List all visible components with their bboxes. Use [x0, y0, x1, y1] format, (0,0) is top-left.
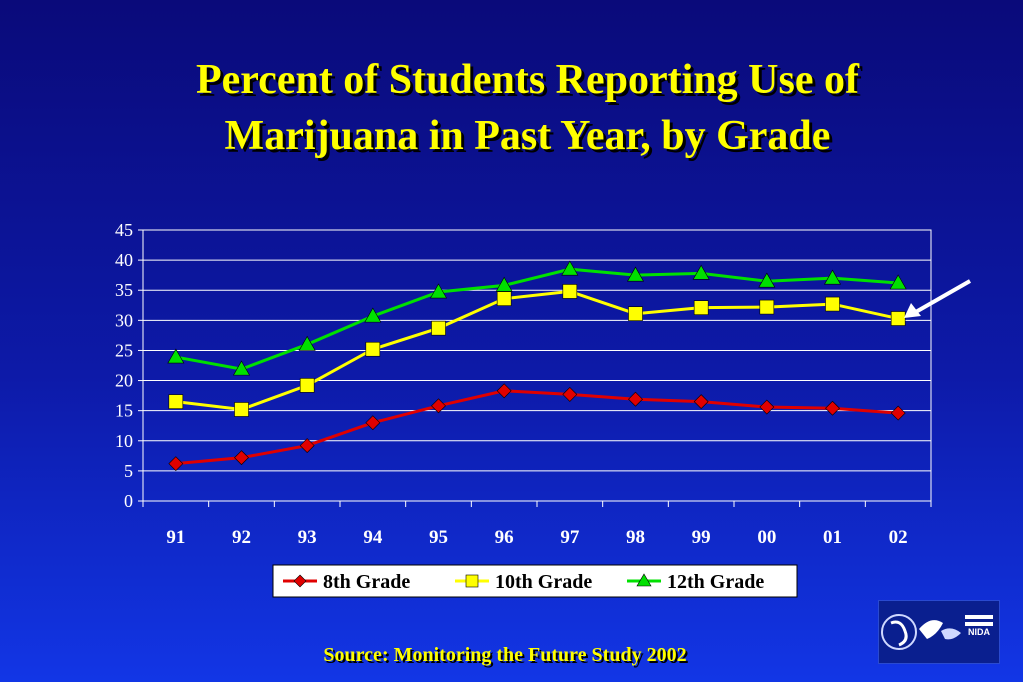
legend-marker: [465, 574, 479, 588]
data-point-8th-grade: [759, 399, 775, 415]
plot-area: [142, 229, 932, 502]
data-point-10th-grade: [759, 299, 775, 315]
y-axis: 0 5 10 15 20 25 30 35 40 45: [115, 220, 143, 511]
source-note: Source: Monitoring the Future Study 2002: [323, 644, 687, 666]
series-10th-grade: [168, 284, 906, 417]
x-tick-label: 98: [626, 527, 645, 548]
x-tick-label: 91: [166, 527, 185, 548]
x-tick-label: 99: [692, 527, 711, 548]
data-point-10th-grade: [168, 394, 184, 409]
legend-marker: [636, 573, 652, 587]
x-tick-label: 93: [298, 527, 317, 548]
data-point-12th-grade: [495, 276, 513, 292]
data-point-8th-grade: [168, 456, 184, 472]
data-point-12th-grade: [364, 307, 382, 323]
x-tick-label: 96: [495, 527, 514, 548]
data-point-10th-grade: [562, 284, 578, 299]
title-line-2: Marijuana in Past Year, by Grade: [224, 113, 831, 159]
legend-marker: [293, 574, 307, 588]
data-point-12th-grade: [429, 283, 448, 299]
data-point-10th-grade: [496, 291, 512, 306]
agency-logo-icon: NIDA: [878, 600, 1000, 664]
series-line-10th-grade: [175, 289, 899, 411]
legend-item-12th-grade: 12th Grade: [627, 571, 764, 593]
data-point-12th-grade: [692, 264, 710, 280]
data-point-8th-grade: [693, 394, 709, 410]
legend-box: [272, 564, 798, 598]
legend-item-8th-grade: 8th Grade: [283, 571, 410, 593]
x-tick-label: 02: [889, 527, 908, 548]
data-point-12th-grade: [626, 266, 645, 282]
series-group: [167, 260, 907, 472]
slide-title: Percent of Students Reporting Use of Mar…: [40, 52, 1015, 164]
data-point-10th-grade: [431, 320, 446, 336]
series-line-12th-grade: [175, 267, 899, 371]
data-point-8th-grade: [299, 438, 315, 454]
data-point-8th-grade: [562, 386, 578, 402]
x-tick-label: 92: [232, 527, 251, 548]
y-tick-label: 30: [115, 310, 133, 330]
x-tick-label: 01: [823, 527, 842, 548]
legend-item-10th-grade: 10th Grade: [455, 571, 592, 593]
y-tick-label: 25: [115, 340, 133, 360]
y-tick-label: 15: [115, 401, 133, 421]
gridlines: [143, 259, 931, 472]
y-tick-label: 35: [115, 280, 133, 300]
data-point-12th-grade: [298, 335, 316, 351]
data-point-10th-grade: [365, 341, 381, 357]
legend-label: 8th Grade: [323, 571, 410, 593]
data-point-10th-grade: [299, 378, 315, 393]
data-point-12th-grade: [889, 274, 907, 290]
y-tick-label: 20: [115, 371, 133, 391]
x-tick-label: 00: [757, 527, 776, 548]
y-tick-label: 10: [115, 431, 133, 451]
data-point-10th-grade: [234, 402, 249, 417]
logo-text: NIDA: [968, 627, 990, 637]
data-point-8th-grade: [431, 398, 446, 414]
x-tick-label: 94: [363, 527, 383, 548]
y-tick-label: 0: [124, 491, 133, 511]
data-point-8th-grade: [890, 405, 906, 421]
x-tick-label: 95: [429, 527, 448, 548]
x-tick-label: 97: [560, 527, 580, 548]
data-point-10th-grade: [825, 296, 840, 312]
title-line-1: Percent of Students Reporting Use of: [196, 57, 859, 103]
data-point-12th-grade: [758, 272, 776, 288]
y-tick-label: 5: [124, 461, 133, 481]
series-12th-grade: [167, 260, 907, 376]
data-point-8th-grade: [825, 400, 840, 416]
data-point-10th-grade: [628, 306, 643, 322]
data-point-12th-grade: [167, 348, 185, 364]
data-point-8th-grade: [365, 415, 381, 431]
annotation-arrow: [904, 279, 971, 318]
data-point-10th-grade: [890, 311, 906, 326]
legend: 8th Grade 10th Grade 12th Grade: [272, 564, 798, 598]
legend-label: 10th Grade: [495, 571, 592, 593]
y-tick-label: 45: [115, 220, 133, 240]
data-point-10th-grade: [693, 300, 709, 315]
data-point-12th-grade: [561, 260, 579, 276]
logo-graphic: NIDA: [881, 614, 993, 650]
series-8th-grade: [168, 383, 906, 472]
x-axis: 91 92 93 94 95 96 97 98 99 00 01 02: [142, 501, 932, 548]
data-point-12th-grade: [823, 269, 842, 285]
data-point-8th-grade: [628, 391, 643, 407]
data-point-8th-grade: [496, 383, 512, 399]
data-point-12th-grade: [232, 360, 251, 376]
data-point-8th-grade: [234, 450, 249, 466]
series-line-8th-grade: [175, 389, 899, 466]
legend-label: 12th Grade: [667, 571, 764, 593]
y-tick-label: 40: [115, 250, 133, 270]
